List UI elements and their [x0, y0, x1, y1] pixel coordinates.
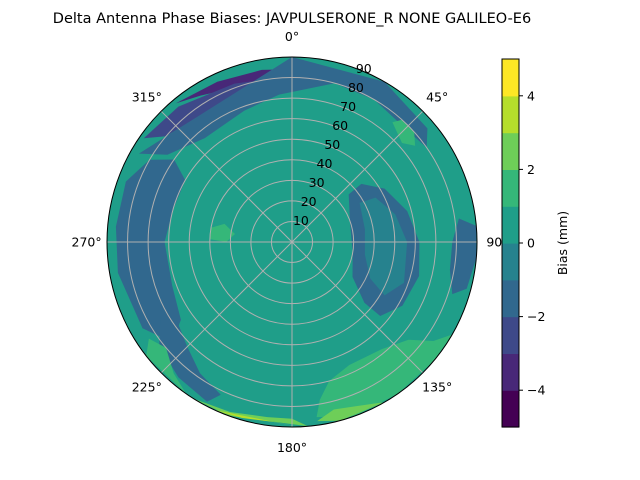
colorbar-swatch	[502, 59, 519, 97]
radial-tick-label: 30	[309, 175, 325, 190]
colorbar-tick-label: 2	[527, 162, 535, 177]
contour-region	[159, 318, 221, 402]
azimuth-tick-label: 45°	[426, 89, 448, 104]
colorbar-tick-label: −4	[527, 383, 545, 398]
polar-frame	[106, 56, 478, 428]
contour-region	[146, 338, 186, 394]
azimuth-gridline	[160, 241, 293, 374]
colorbar-swatch	[502, 353, 519, 391]
azimuth-gridline	[291, 241, 424, 374]
contour-region	[209, 223, 235, 242]
azimuth-gridline	[291, 110, 424, 243]
azimuth-tick-label: 225°	[132, 380, 162, 395]
radial-tick-label: 10	[293, 213, 309, 228]
colorbar-swatch	[502, 316, 519, 354]
radial-tick-label: 80	[348, 80, 364, 95]
colorbar-tick-label: 4	[527, 88, 535, 103]
contour-region	[194, 398, 309, 427]
contour-region	[213, 409, 299, 427]
contour-region	[115, 159, 186, 343]
radial-tick-label: 20	[301, 194, 317, 209]
contour-region	[317, 402, 385, 422]
radial-tick-label: 90	[356, 61, 372, 76]
colorbar-swatch	[502, 206, 519, 244]
contour-region	[138, 57, 428, 155]
radial-tick-label: 70	[340, 99, 356, 114]
radial-tick-labels: 10 20 30 40 50 60 70 80 90	[293, 61, 372, 228]
colorbar-swatches	[502, 59, 519, 428]
colorbar-tick-label: 0	[527, 236, 535, 251]
radial-tick-label: 40	[317, 156, 333, 171]
azimuth-tick-label: 315°	[132, 89, 162, 104]
azimuth-tick-labels: 0°45°90°135°180°225°270°315°	[72, 29, 509, 455]
colorbar-ticks: −4 −2 0 2 4	[519, 88, 545, 398]
azimuth-tick-label: 135°	[422, 380, 452, 395]
colorbar-swatch	[502, 243, 519, 281]
polar-plot-area: 0°45°90°135°180°225°270°315° 10203040506…	[72, 29, 509, 455]
radial-tick-label: 60	[332, 118, 348, 133]
colorbar-swatch	[502, 132, 519, 170]
colorbar: −4 −2 0 2 4 Bias (mm)	[501, 58, 570, 428]
contour-region	[392, 119, 416, 146]
azimuth-tick-label: 180°	[277, 440, 307, 455]
polar-grid	[107, 57, 477, 427]
contour-region	[316, 334, 453, 418]
colorbar-tick-label: −2	[527, 309, 545, 324]
colorbar-label: Bias (mm)	[555, 211, 570, 275]
colorbar-swatch	[502, 390, 519, 428]
radial-tick-label: 50	[324, 137, 340, 152]
azimuth-tick-label: 0°	[285, 29, 299, 44]
azimuth-gridline	[160, 110, 293, 243]
colorbar-swatch	[502, 169, 519, 207]
colorbar-swatch	[502, 95, 519, 134]
colorbar-swatch	[502, 279, 519, 318]
chart-title: Delta Antenna Phase Biases: JAVPULSERONE…	[53, 11, 531, 27]
azimuth-tick-label: 270°	[72, 235, 102, 250]
